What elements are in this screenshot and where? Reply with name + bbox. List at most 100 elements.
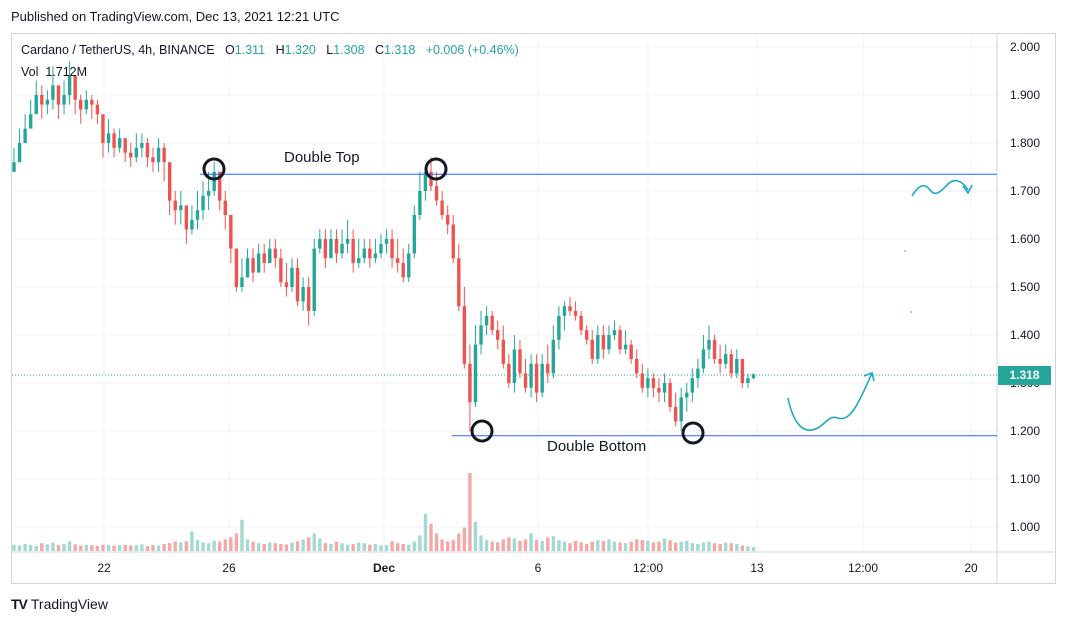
volume-bar — [445, 541, 450, 551]
candle-body — [117, 138, 122, 148]
y-tick-label: 1.200 — [1010, 424, 1040, 438]
volume-bar — [612, 541, 617, 551]
volume-legend: Vol 1.712M — [21, 65, 87, 79]
x-tick-label: 13 — [750, 561, 764, 575]
volume-bar — [201, 542, 205, 551]
volume-bar — [657, 541, 661, 551]
candle-body — [479, 325, 483, 345]
volume-bar — [362, 543, 366, 551]
volume-bar — [440, 539, 444, 551]
candle-body — [712, 339, 717, 359]
candle-body — [140, 143, 144, 148]
volume-bar — [618, 542, 622, 551]
volume-bar — [712, 543, 717, 551]
volume-bar — [17, 545, 22, 551]
candle-body — [368, 248, 372, 259]
volume-bar — [662, 538, 667, 551]
chart-frame[interactable] — [11, 33, 1056, 584]
candle-body — [657, 387, 661, 393]
candle-body — [12, 162, 16, 172]
candle-body — [646, 378, 650, 388]
volume-bar — [751, 547, 756, 551]
volume-bar — [373, 543, 378, 551]
y-tick-label: 1.500 — [1010, 280, 1040, 294]
double-bottom-label: Double Bottom — [547, 438, 647, 455]
candle-body — [484, 315, 489, 326]
volume-bar — [412, 541, 417, 551]
candle-body — [512, 349, 517, 383]
volume-bar — [418, 535, 422, 551]
volume-bar — [407, 544, 411, 551]
candle-body — [584, 330, 589, 340]
candle-body — [457, 258, 461, 307]
candle-body — [17, 143, 22, 163]
candle-body — [112, 133, 116, 148]
volume-bar — [395, 543, 400, 551]
candle-body — [590, 339, 594, 359]
candle-body — [557, 315, 561, 340]
candle-body — [106, 133, 111, 143]
x-tick-label: 22 — [97, 561, 111, 575]
current-price-tag: 1.318 — [998, 366, 1051, 385]
candle-body — [340, 243, 344, 254]
volume-bar — [718, 543, 722, 551]
candle-body — [701, 349, 706, 369]
candle-body — [329, 239, 333, 259]
volume-bar — [484, 540, 489, 551]
volume-bar — [45, 544, 50, 551]
candle-body — [462, 306, 467, 364]
candle-body — [134, 147, 139, 158]
candle-body — [395, 258, 400, 263]
candle-body — [95, 104, 100, 115]
candle-body — [45, 99, 50, 105]
legend-open-value: 1.311 — [234, 43, 266, 57]
volume-bar — [134, 545, 139, 551]
volume-bar — [323, 543, 328, 551]
projection-up-arrowhead — [962, 184, 973, 195]
candle-body — [251, 258, 255, 273]
volume-bar — [312, 533, 316, 551]
volume-bar — [512, 538, 517, 551]
candle-body — [451, 224, 455, 259]
volume-bar — [368, 544, 372, 551]
volume-bar — [73, 544, 77, 551]
candle-body — [79, 99, 83, 110]
candle-body — [423, 171, 428, 191]
candle-body — [540, 363, 544, 393]
candle-body — [273, 248, 278, 259]
candle-body — [718, 359, 722, 364]
volume-bar — [507, 537, 511, 551]
candle-body — [523, 373, 528, 388]
candle-body — [129, 152, 133, 158]
candle-body — [206, 191, 211, 196]
footer-brand[interactable]: TV TradingView — [11, 596, 108, 612]
volume-bar — [334, 541, 339, 551]
volume-bar — [79, 545, 83, 551]
volume-bar — [523, 539, 528, 551]
volume-bar — [590, 541, 594, 551]
volume-bar — [468, 473, 472, 551]
candle-body — [662, 383, 667, 393]
volume-bar — [551, 536, 556, 551]
candle-body — [412, 215, 417, 254]
volume-bar — [329, 543, 333, 551]
volume-bar — [629, 541, 633, 551]
candle-body — [151, 157, 155, 163]
candle-body — [357, 258, 361, 263]
volume-bar — [229, 537, 233, 551]
candle-body — [507, 363, 511, 383]
y-tick-label: 2.000 — [1010, 40, 1040, 54]
volume-bar — [218, 541, 222, 551]
candle-body — [84, 99, 88, 110]
candle-body — [607, 335, 611, 350]
candle-body — [67, 75, 72, 95]
volume-bar — [351, 543, 355, 551]
volume-bar — [106, 545, 111, 551]
volume-bar — [67, 541, 72, 551]
volume-bar — [318, 538, 322, 551]
volume-bar — [451, 540, 455, 551]
candle-body — [212, 171, 216, 191]
x-tick-label: 12:00 — [848, 561, 878, 575]
candle-body — [73, 75, 77, 100]
